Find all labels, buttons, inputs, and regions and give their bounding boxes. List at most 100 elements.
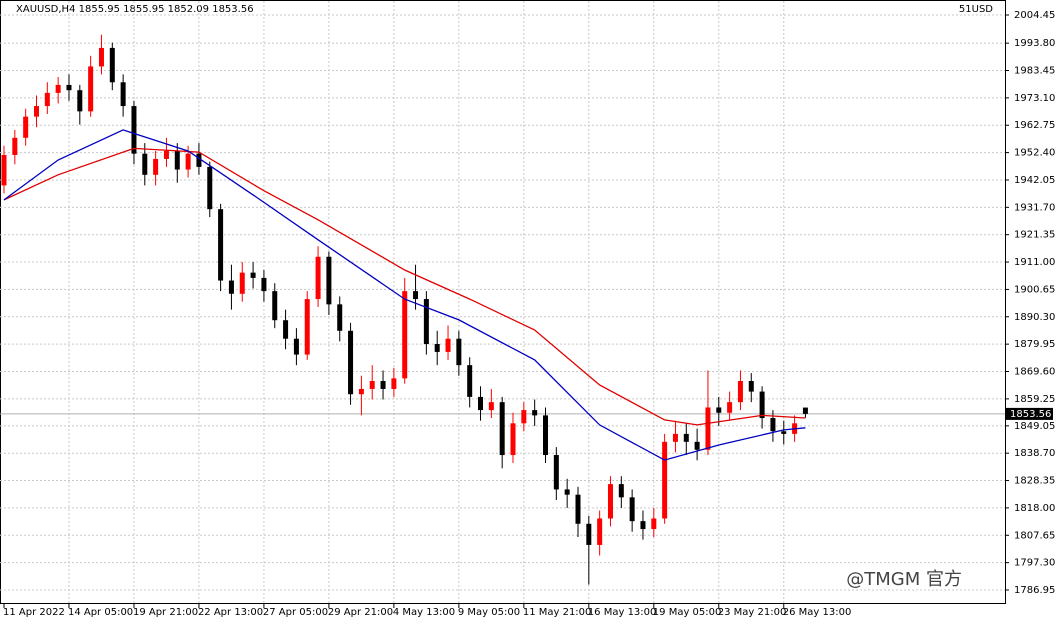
y-tick-label: 1973.10 (1014, 93, 1055, 104)
y-tick-label: 1849.05 (1014, 421, 1055, 432)
candle-body (478, 396, 484, 411)
candle-body (694, 441, 700, 450)
candle-body (662, 441, 668, 519)
candle-body (770, 418, 776, 432)
candle-body (120, 82, 126, 107)
candle-body (510, 423, 516, 456)
candle-body (402, 291, 408, 379)
candle-body (337, 304, 343, 331)
candle-body (239, 272, 245, 294)
y-tick-label: 1797.30 (1014, 558, 1055, 569)
candle-body (196, 153, 202, 167)
candle-body (66, 84, 72, 91)
x-tick-label: 26 May 13:00 (783, 607, 852, 618)
x-tick-label: 27 Apr 05:00 (263, 607, 328, 618)
candle-body (163, 151, 169, 159)
x-tick-label: 16 May 13:00 (588, 607, 657, 618)
candle-body (683, 433, 689, 442)
candle-body (98, 47, 104, 67)
y-tick-label: 1931.70 (1014, 202, 1055, 213)
y-tick-label: 1869.60 (1014, 367, 1055, 378)
candle-body (488, 402, 494, 411)
candle-body (651, 518, 657, 530)
candle-body (781, 431, 787, 434)
candle-body (369, 381, 375, 389)
candle-body (250, 272, 256, 278)
candle-body (153, 158, 159, 175)
y-tick-label: 1983.45 (1014, 66, 1055, 77)
candle-body (55, 84, 61, 93)
candle-body (315, 256, 321, 300)
candle-body (109, 47, 115, 83)
candle-body (33, 106, 39, 117)
candle-body (802, 407, 808, 414)
y-tick-label: 1818.00 (1014, 503, 1055, 514)
candle-body (575, 494, 581, 524)
candle-body (607, 484, 613, 519)
candle-body (672, 433, 678, 442)
candle-body (597, 518, 603, 545)
candle-body (716, 407, 722, 413)
y-tick-label: 1828.35 (1014, 476, 1055, 487)
candle-body (521, 410, 527, 424)
candle-body (261, 277, 267, 292)
candle-body (348, 330, 354, 395)
x-tick-label: 11 May 21:00 (523, 607, 592, 618)
candle-body (228, 280, 234, 294)
candle-body (445, 338, 451, 352)
candle-body (23, 116, 29, 138)
y-tick-label: 1942.05 (1014, 175, 1055, 186)
x-tick-label: 23 May 21:00 (718, 607, 787, 618)
x-tick-label: 11 Apr 2022 (3, 607, 65, 618)
y-tick-label: 2004.45 (1014, 10, 1055, 21)
candle-body (380, 381, 386, 389)
candle-body (12, 137, 18, 155)
candle-body (358, 388, 364, 395)
candle-body (174, 151, 180, 170)
candle-body (618, 484, 624, 498)
watermark: @TMGM 官方 (846, 569, 962, 590)
candle-body (391, 378, 397, 389)
candle-body (553, 455, 559, 490)
candle-body (629, 497, 635, 522)
candle-body (207, 166, 213, 210)
candle-body (499, 402, 505, 456)
candle-body (727, 402, 733, 413)
moving-average (3, 147, 806, 426)
candle-body (185, 153, 191, 170)
candle-body (326, 256, 332, 305)
x-tick-label: 22 Apr 13:00 (198, 607, 263, 618)
candle-body (44, 92, 50, 107)
candle-body (423, 299, 429, 345)
x-tick-label: 14 Apr 05:00 (68, 607, 133, 618)
y-tick-label: 1993.80 (1014, 38, 1055, 49)
candle-body (456, 338, 462, 366)
candle-body (467, 365, 473, 397)
candle-body (77, 90, 83, 112)
y-tick-label: 1879.95 (1014, 339, 1055, 350)
last-price-box (1006, 407, 1053, 420)
candle-body (1, 154, 7, 186)
candle-body (272, 291, 278, 321)
candle-body (705, 407, 711, 450)
last-price-label: 1853.56 (1010, 409, 1051, 420)
candle-body (586, 523, 592, 545)
candle-body (748, 381, 754, 392)
candle-body (88, 66, 94, 112)
candle-body (283, 320, 289, 339)
y-tick-label: 1911.00 (1014, 257, 1055, 268)
y-tick-label: 1786.95 (1014, 585, 1055, 596)
y-tick-label: 1921.35 (1014, 230, 1055, 241)
x-tick-label: 29 Apr 21:00 (328, 607, 393, 618)
candle-body (142, 153, 148, 175)
candle-body (640, 521, 646, 530)
chart-title: XAUUSD,H4 1855.95 1855.95 1852.09 1853.5… (16, 4, 254, 15)
x-tick-label: 4 May 13:00 (393, 607, 455, 618)
candle-body (759, 391, 765, 419)
moving-average (3, 129, 806, 461)
candle-body (218, 209, 224, 281)
candle-body (304, 299, 310, 355)
y-tick-label: 1807.65 (1014, 530, 1055, 541)
y-tick-label: 1900.65 (1014, 284, 1055, 295)
y-tick-label: 1890.30 (1014, 312, 1055, 323)
